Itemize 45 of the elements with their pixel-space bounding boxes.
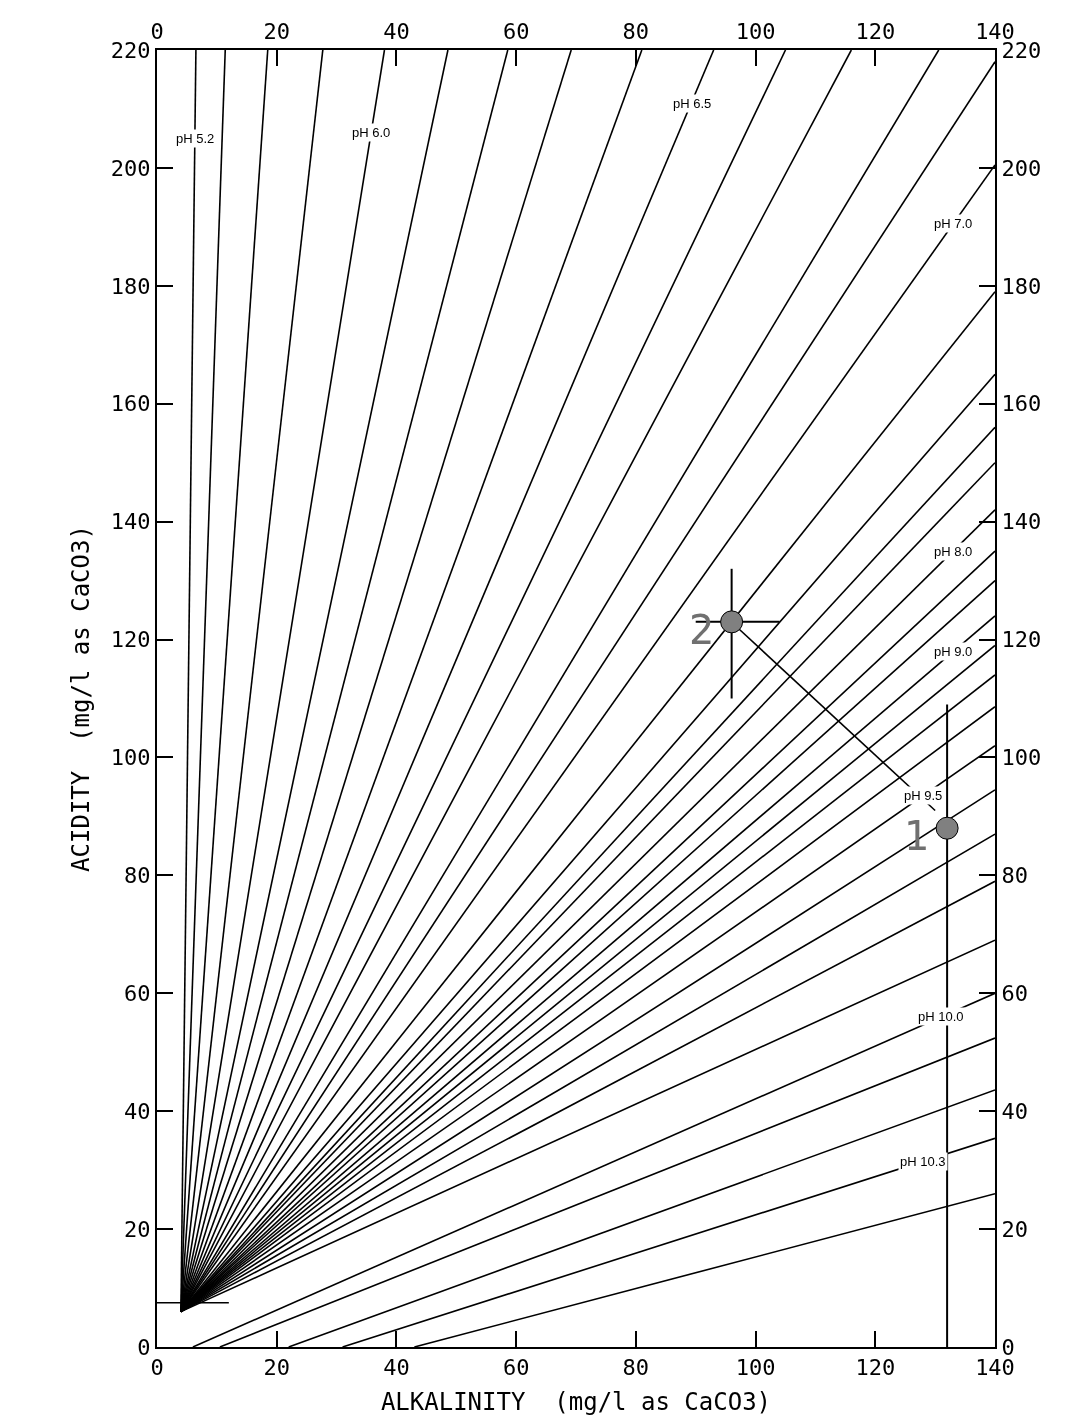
y-tick-label: 200	[110, 155, 151, 181]
x-tick-label: 100	[735, 19, 776, 45]
x-tick-label: 20	[263, 19, 290, 45]
x2-tick-label: 120	[855, 1355, 896, 1381]
y-tick-label: 80	[124, 863, 151, 889]
y2-tick-label: 100	[1001, 745, 1042, 771]
y2-tick-label: 120	[1001, 627, 1042, 653]
y-tick-label: 60	[124, 980, 151, 1006]
y-tick-label: 160	[110, 391, 151, 417]
annotation: pH 7.0	[934, 216, 973, 231]
y2-tick-label: 200	[1001, 155, 1042, 181]
annotation: pH 5.2	[176, 131, 215, 146]
y-tick-label: 100	[110, 745, 151, 771]
y-tick-label: 20	[124, 1216, 151, 1242]
annotation: pH 8.0	[934, 544, 973, 559]
x2-tick-label: 20	[263, 1355, 290, 1381]
annotation: pH 10.0	[918, 1009, 964, 1024]
y2-tick-label: 60	[1001, 980, 1028, 1006]
y2-tick-label: 20	[1001, 1216, 1028, 1242]
x2-tick-label: 80	[622, 1355, 650, 1381]
y2-tick-label: 40	[1001, 1098, 1028, 1124]
x-axis-title: ALKALINITY (mg/l as CaCO3)	[380, 1388, 772, 1417]
y-tick-label: 140	[110, 509, 151, 535]
y2-tick-label: 140	[1001, 509, 1042, 535]
annotation: pH 10.3	[900, 1154, 946, 1169]
y-axis-title: ACIDITY (mg/l as CaCO3)	[67, 525, 96, 872]
y-tick-label: 120	[110, 627, 151, 653]
x-tick-label: 120	[855, 19, 896, 45]
y2-tick-label: 160	[1001, 391, 1042, 417]
y-tick-label: 40	[124, 1098, 151, 1124]
annotation: pH 9.0	[934, 644, 973, 659]
x-tick-label: 80	[622, 19, 650, 45]
x-tick-label: 40	[383, 19, 410, 45]
x2-tick-label: 40	[383, 1355, 410, 1381]
annotation: pH 9.5	[904, 788, 943, 803]
y-tick-label: 180	[110, 273, 151, 299]
y2-tick-label: 180	[1001, 273, 1042, 299]
y2-tick-label: 80	[1001, 863, 1028, 889]
x2-tick-label: 100	[735, 1355, 776, 1381]
x-tick-label: 60	[502, 19, 530, 45]
annotation: pH 6.0	[352, 125, 391, 140]
annotation: pH 6.5	[673, 96, 712, 111]
y-tick-label: 0	[137, 1334, 151, 1360]
y-tick-label: 220	[110, 37, 151, 63]
x2-tick-label: 60	[502, 1355, 530, 1381]
